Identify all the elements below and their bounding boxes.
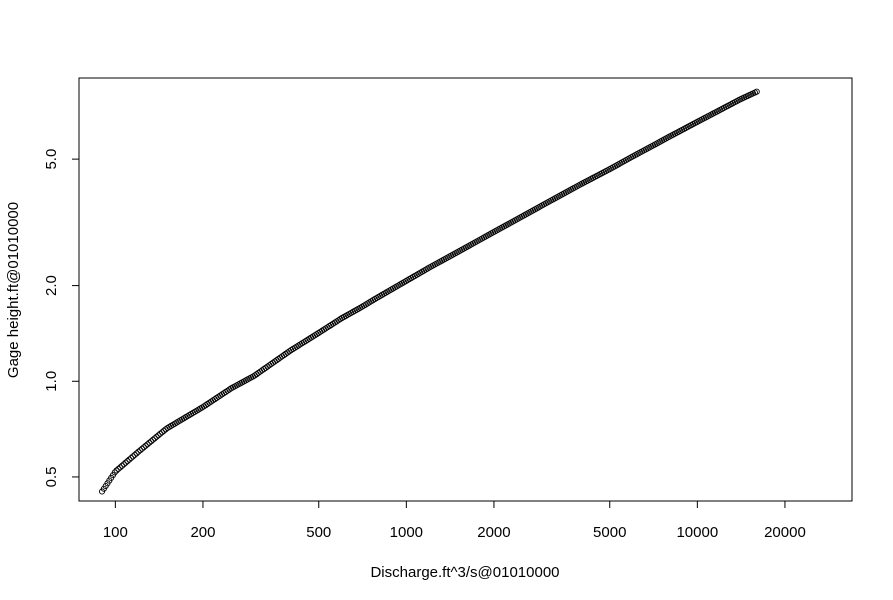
y-tick-label: 1.0 [43,371,60,392]
x-tick-label: 200 [190,524,215,541]
data-point [149,436,157,443]
y-axis: 0.5 1.0 2.0 5.0 [43,149,80,488]
x-axis: 100 200 500 1000 2000 5000 10000 20000 [103,500,806,541]
data-point [133,450,140,457]
data-point [146,439,153,446]
data-point [159,429,166,436]
x-tick-label: 1000 [390,524,423,541]
plot-frame [78,77,853,502]
data-point [117,464,124,471]
y-tick-label: 2.0 [43,275,60,296]
x-axis-title: Discharge.ft^3/s@01010000 [370,564,559,581]
x-tick-label: 10000 [676,524,718,541]
data-point [129,453,137,460]
data-point [155,432,162,439]
data-points [98,88,760,495]
data-point [128,454,135,462]
data-point [131,451,138,458]
x-tick-label: 2000 [477,524,510,541]
data-point [135,448,142,455]
data-point [124,458,131,465]
data-point [151,435,158,442]
data-point [115,465,122,472]
data-point [111,469,118,476]
x-tick-label: 500 [306,524,331,541]
data-point [753,88,760,95]
data-point [153,433,160,440]
data-point [113,467,120,474]
x-tick-label: 100 [103,524,128,541]
y-tick-label: 0.5 [43,467,60,488]
y-tick-label: 5.0 [43,149,60,170]
data-point [148,438,155,445]
data-point [126,456,133,463]
data-point [118,462,126,469]
data-point [120,461,127,468]
data-point [122,459,129,466]
data-point [144,441,151,448]
data-point [137,447,144,454]
x-tick-label: 5000 [593,524,626,541]
data-point [142,442,149,449]
data-point [140,444,147,451]
data-point [139,445,146,452]
data-point [157,430,164,437]
x-tick-label: 20000 [764,524,806,541]
y-axis-title: Gage height.ft@01010000 [5,202,22,378]
